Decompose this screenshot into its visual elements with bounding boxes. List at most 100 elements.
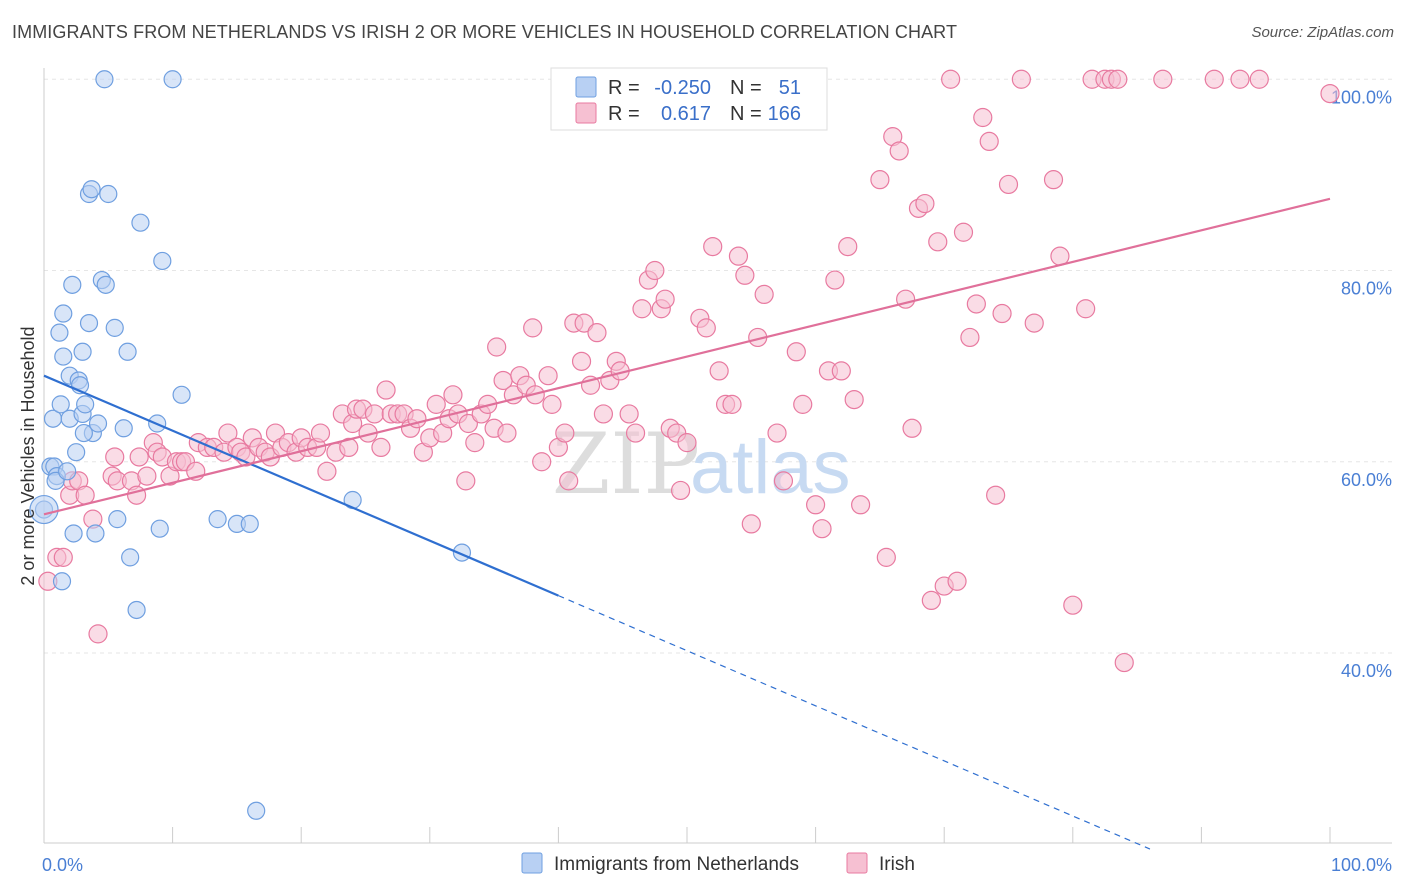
data-point <box>741 514 761 534</box>
data-point <box>95 70 114 89</box>
legend-r-value-1: -0.250 <box>654 77 711 99</box>
data-point <box>86 524 105 543</box>
data-point <box>1249 69 1269 89</box>
data-point <box>941 69 961 89</box>
data-point <box>88 624 108 644</box>
data-point <box>542 394 562 414</box>
data-point <box>121 548 140 567</box>
data-point <box>960 327 980 348</box>
data-point <box>99 184 118 204</box>
data-point <box>754 284 774 305</box>
bottom-legend: Immigrants from Netherlands Irish <box>521 852 915 875</box>
source-label: Source: ZipAtlas.com <box>1251 24 1394 41</box>
data-point <box>844 389 864 410</box>
data-point <box>966 294 986 314</box>
data-point <box>559 471 579 491</box>
legend-n-label-2: N = <box>730 103 762 125</box>
data-point <box>1204 69 1224 89</box>
legend-r-label-2: R = <box>608 103 640 125</box>
data-point <box>150 519 169 538</box>
data-point <box>52 572 72 591</box>
data-point <box>458 413 478 434</box>
data-point <box>655 289 675 309</box>
data-point <box>163 70 182 89</box>
data-point <box>1063 595 1083 615</box>
data-point <box>172 385 191 404</box>
data-point <box>670 480 691 501</box>
data-point <box>571 351 592 371</box>
data-point <box>876 547 896 567</box>
data-point <box>625 423 646 443</box>
data-point <box>240 514 259 534</box>
data-point <box>443 385 463 405</box>
data-point <box>218 423 238 443</box>
data-point <box>555 423 575 443</box>
data-point <box>131 213 150 232</box>
data-point <box>63 275 82 294</box>
data-point <box>73 342 92 361</box>
data-point <box>487 337 507 357</box>
data-point <box>53 547 73 567</box>
data-point <box>998 174 1019 195</box>
data-point <box>376 380 396 400</box>
watermark: ZIP atlas <box>552 415 851 513</box>
data-point <box>632 299 652 319</box>
data-point <box>74 423 93 443</box>
data-point <box>51 395 70 414</box>
legend-n-label-1: N = <box>730 77 762 99</box>
data-point <box>1043 170 1064 190</box>
netherlands-trend-extension <box>558 595 1151 850</box>
data-point <box>76 395 95 414</box>
data-point <box>310 423 331 443</box>
data-point <box>371 437 391 458</box>
data-point <box>75 485 95 505</box>
trend-lines <box>43 197 1331 850</box>
bottom-legend-swatch-irish <box>846 852 868 874</box>
data-point <box>574 313 594 333</box>
data-point <box>831 361 851 381</box>
data-point <box>1153 69 1173 89</box>
data-point <box>735 265 755 285</box>
data-point <box>54 304 73 323</box>
irish-points <box>38 69 1340 673</box>
data-point <box>317 461 337 481</box>
data-point <box>54 347 73 366</box>
data-point <box>126 485 147 505</box>
legend: R = -0.250 N = 51 R = 0.617 N = 166 <box>550 67 828 131</box>
axes: 40.0% 60.0% 80.0% 100.0% 0.0% 100.0% <box>42 68 1392 875</box>
data-point <box>677 433 697 453</box>
data-point <box>786 342 806 362</box>
data-point <box>767 423 787 443</box>
data-point <box>728 246 749 266</box>
data-point <box>1076 299 1096 319</box>
x-tick-label: 0.0% <box>42 855 83 875</box>
y-tick-label: 40.0% <box>1341 661 1392 681</box>
data-point <box>805 495 826 515</box>
y-tick-label: 60.0% <box>1341 470 1392 490</box>
data-point <box>973 107 993 128</box>
data-point <box>619 404 639 424</box>
data-point <box>979 131 999 152</box>
data-point <box>825 270 845 290</box>
data-point-large <box>29 494 59 525</box>
data-point <box>1114 652 1134 673</box>
legend-r-label-1: R = <box>608 77 640 99</box>
data-point <box>58 462 77 481</box>
data-point <box>1320 83 1340 104</box>
data-point <box>465 433 485 453</box>
data-point <box>915 193 935 214</box>
data-point <box>497 423 517 443</box>
data-point <box>208 510 227 529</box>
data-point <box>456 471 476 491</box>
legend-swatch-pink <box>575 102 597 124</box>
y-axis-label: 2 or more Vehicles in Household <box>18 326 38 585</box>
legend-n-value-2: 166 <box>768 103 801 125</box>
data-point <box>1230 69 1250 89</box>
data-point <box>127 600 146 620</box>
data-point <box>921 590 941 611</box>
data-point <box>114 419 133 438</box>
data-point <box>96 275 115 294</box>
data-point <box>709 361 729 381</box>
data-point <box>703 236 723 257</box>
